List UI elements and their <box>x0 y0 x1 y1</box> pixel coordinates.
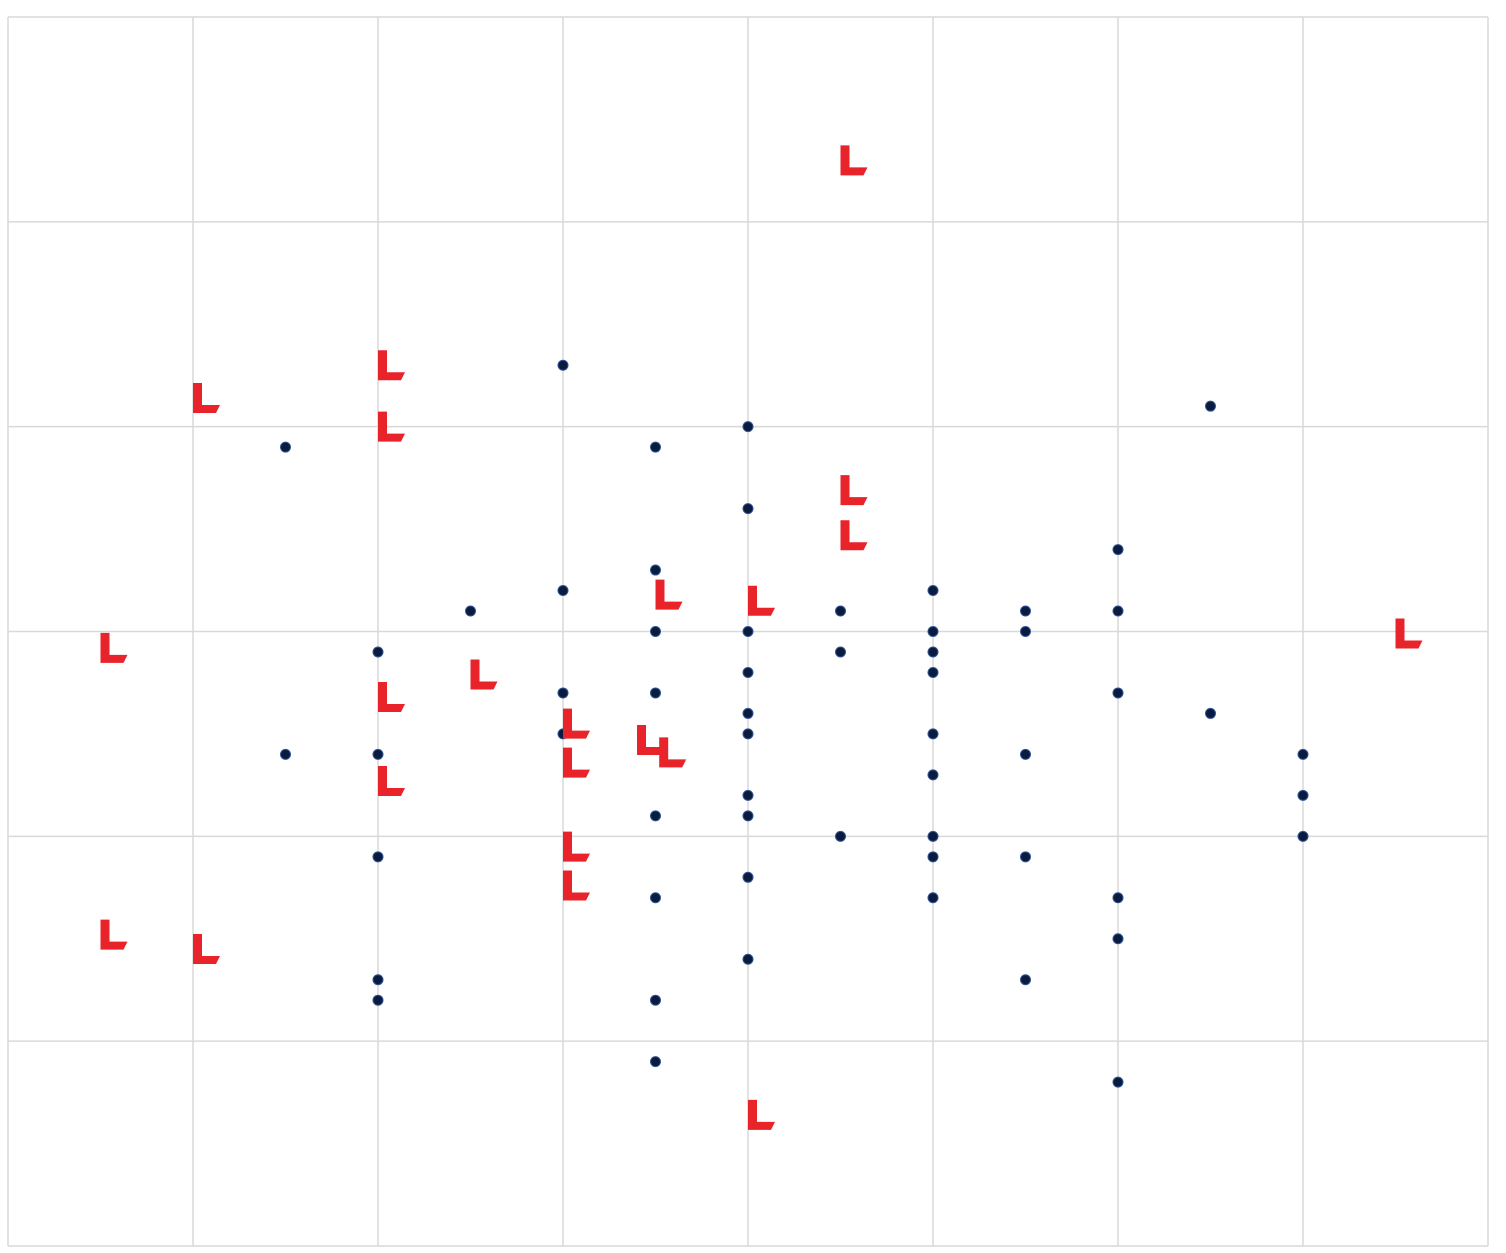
point <box>927 769 939 781</box>
point <box>655 579 683 610</box>
point <box>372 974 384 986</box>
point <box>748 585 775 616</box>
point <box>563 870 590 901</box>
point <box>557 359 569 371</box>
point <box>378 350 405 381</box>
point <box>193 382 220 413</box>
point <box>372 994 384 1006</box>
point <box>1297 830 1309 842</box>
point <box>1112 687 1124 699</box>
point <box>927 728 939 740</box>
point <box>1297 789 1309 801</box>
point <box>378 682 405 713</box>
point <box>372 646 384 658</box>
point <box>637 725 664 756</box>
point <box>280 748 291 760</box>
point <box>742 503 754 515</box>
point <box>835 605 846 617</box>
point <box>1020 974 1031 986</box>
point <box>840 520 868 551</box>
point <box>280 441 291 453</box>
point <box>1112 605 1124 617</box>
point <box>927 892 939 904</box>
point <box>748 1099 775 1130</box>
point <box>470 659 498 690</box>
point <box>742 810 754 822</box>
point <box>742 666 754 678</box>
point <box>1297 748 1309 760</box>
point <box>465 605 476 617</box>
point <box>563 747 590 778</box>
point <box>659 737 687 768</box>
point <box>742 707 754 719</box>
point <box>650 1056 661 1068</box>
point <box>650 994 661 1006</box>
point <box>840 475 868 506</box>
point <box>742 953 754 965</box>
point <box>927 666 939 678</box>
point <box>927 646 939 658</box>
point <box>742 728 754 740</box>
point <box>378 411 405 442</box>
point <box>650 626 661 637</box>
point <box>1112 892 1124 904</box>
point <box>372 748 384 760</box>
point <box>650 564 661 576</box>
point <box>835 830 846 842</box>
point <box>742 789 754 801</box>
point <box>742 421 754 433</box>
point <box>1020 748 1031 760</box>
point <box>100 632 128 663</box>
point <box>927 626 939 637</box>
point <box>563 708 590 739</box>
point <box>1020 605 1031 617</box>
point <box>563 831 590 862</box>
point <box>378 766 405 797</box>
point <box>1112 544 1124 556</box>
point <box>372 851 384 863</box>
point <box>1205 707 1216 719</box>
point <box>1205 400 1216 412</box>
point <box>835 646 846 658</box>
point <box>840 145 868 176</box>
point <box>927 830 939 842</box>
point <box>650 892 661 904</box>
point <box>927 585 939 597</box>
point <box>193 933 220 964</box>
point <box>1395 618 1423 649</box>
point <box>1020 626 1031 637</box>
point <box>100 919 128 950</box>
point <box>557 687 569 699</box>
point <box>742 871 754 883</box>
point <box>742 626 754 637</box>
point <box>650 810 661 822</box>
point <box>650 687 661 699</box>
point <box>1112 933 1124 945</box>
point <box>1112 1076 1124 1088</box>
point <box>927 851 939 863</box>
point <box>557 585 569 597</box>
point <box>650 441 661 453</box>
point <box>1020 851 1031 863</box>
